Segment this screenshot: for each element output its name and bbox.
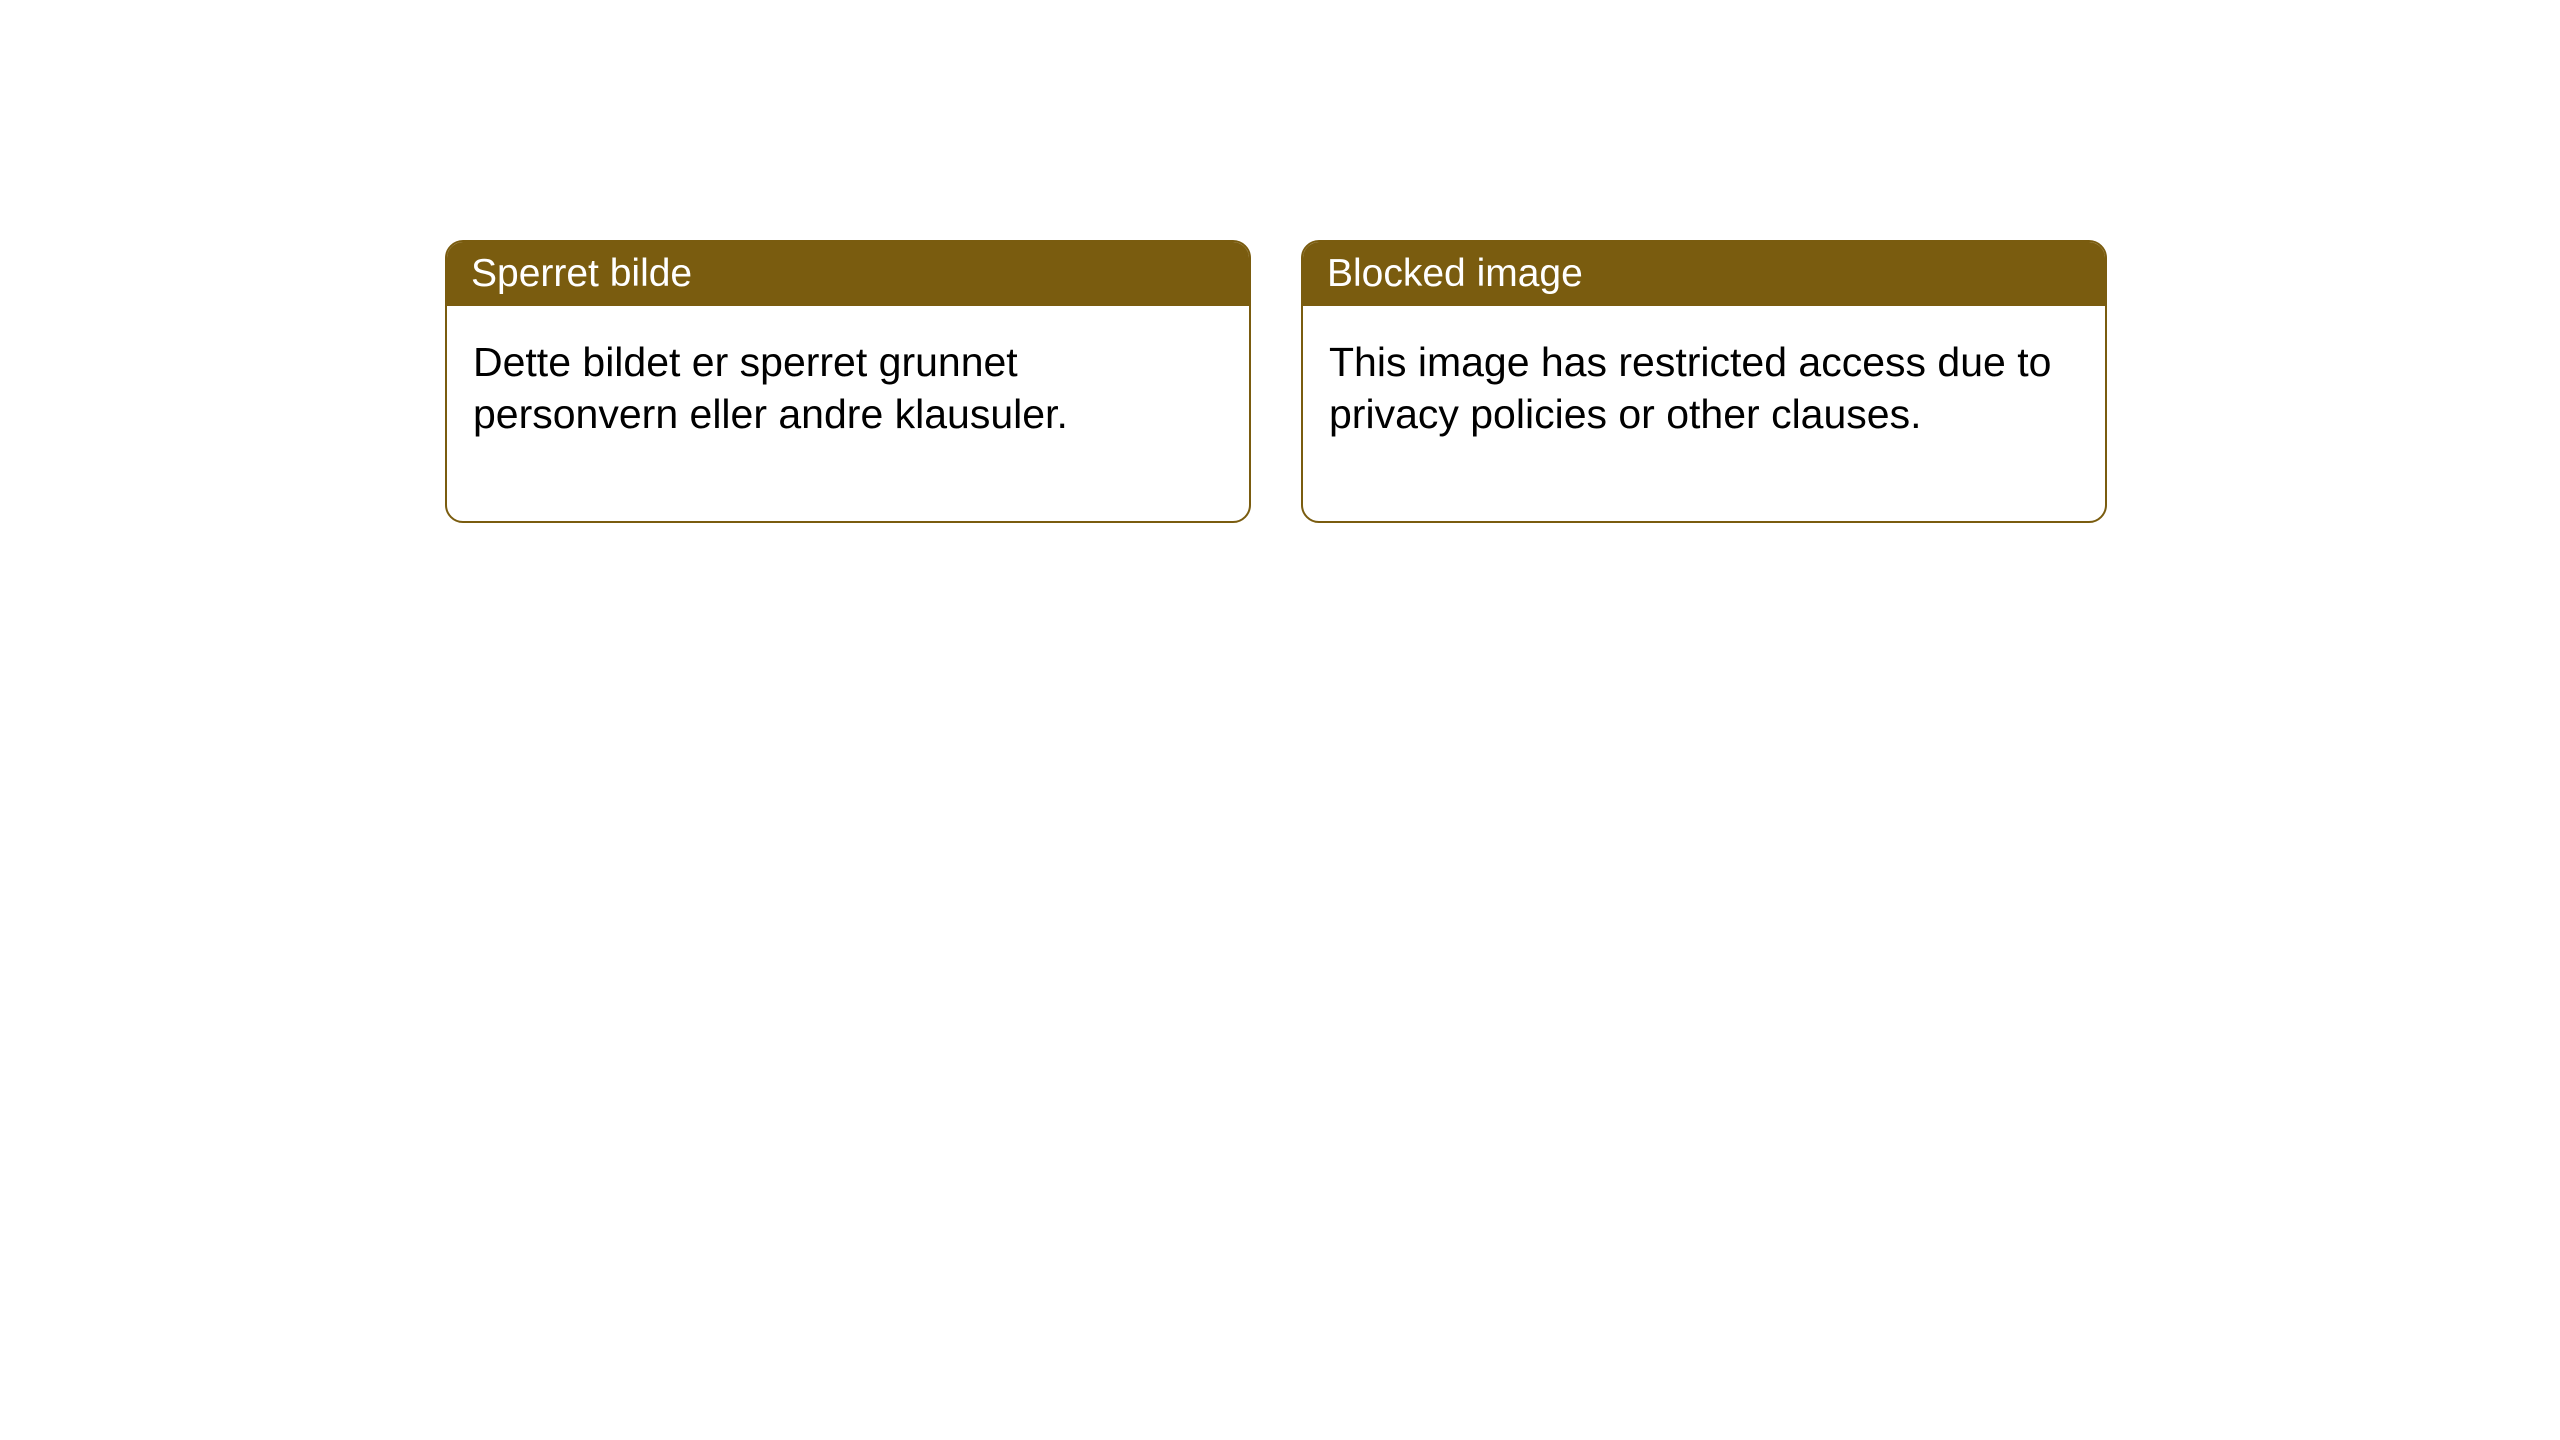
notice-card-norwegian: Sperret bilde Dette bildet er sperret gr… — [445, 240, 1251, 523]
notice-card-title: Blocked image — [1303, 242, 2105, 306]
notice-container: Sperret bilde Dette bildet er sperret gr… — [0, 0, 2560, 523]
notice-card-english: Blocked image This image has restricted … — [1301, 240, 2107, 523]
notice-card-body: Dette bildet er sperret grunnet personve… — [447, 306, 1249, 521]
notice-card-title: Sperret bilde — [447, 242, 1249, 306]
notice-card-body: This image has restricted access due to … — [1303, 306, 2105, 521]
